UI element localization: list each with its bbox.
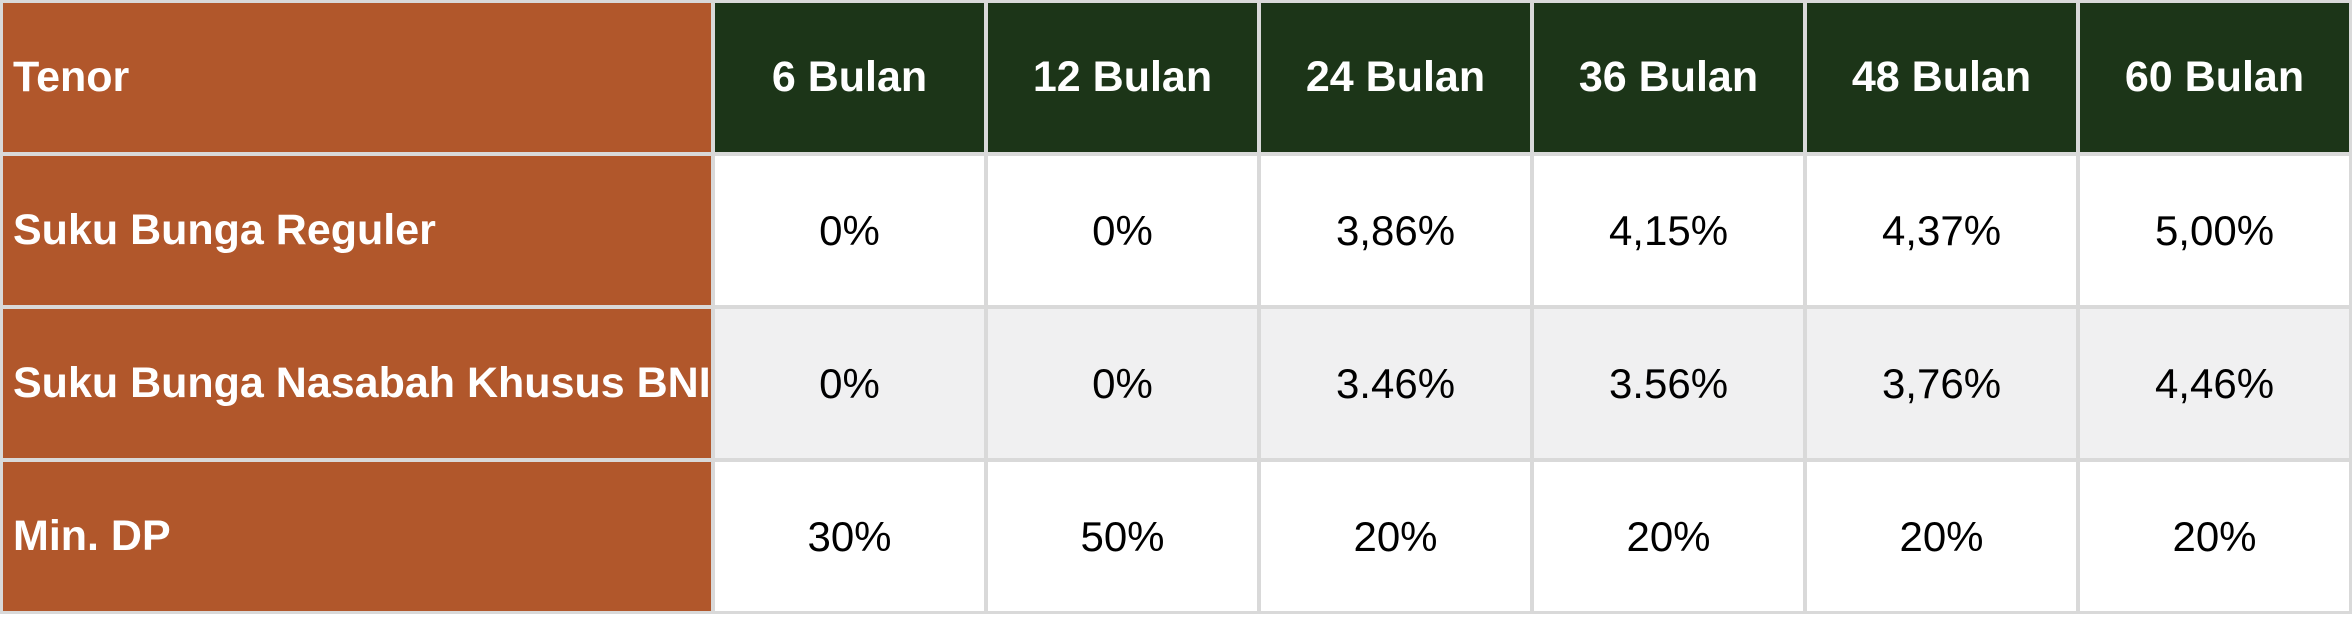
value-reguler-12-bulan: 0% (988, 156, 1257, 305)
value-khusus-60-bulan: 4,46% (2080, 309, 2349, 458)
column-header-6-bulan: 6 Bulan (715, 3, 984, 152)
value-reguler-24-bulan: 3,86% (1261, 156, 1530, 305)
value-reguler-36-bulan: 4,15% (1534, 156, 1803, 305)
column-header-36-bulan: 36 Bulan (1534, 3, 1803, 152)
corner-header-tenor: Tenor (3, 3, 711, 152)
value-reguler-6-bulan: 0% (715, 156, 984, 305)
value-khusus-6-bulan: 0% (715, 309, 984, 458)
value-khusus-24-bulan: 3.46% (1261, 309, 1530, 458)
value-khusus-36-bulan: 3.56% (1534, 309, 1803, 458)
value-min-dp-12-bulan: 50% (988, 462, 1257, 611)
value-min-dp-24-bulan: 20% (1261, 462, 1530, 611)
value-min-dp-60-bulan: 20% (2080, 462, 2349, 611)
value-khusus-48-bulan: 3,76% (1807, 309, 2076, 458)
column-header-48-bulan: 48 Bulan (1807, 3, 2076, 152)
value-khusus-12-bulan: 0% (988, 309, 1257, 458)
row-label-min-dp: Min. DP (3, 462, 711, 611)
column-header-12-bulan: 12 Bulan (988, 3, 1257, 152)
row-label-suku-bunga-reguler: Suku Bunga Reguler (3, 156, 711, 305)
column-header-24-bulan: 24 Bulan (1261, 3, 1530, 152)
row-label-suku-bunga-nasabah-khusus-bni: Suku Bunga Nasabah Khusus BNI (3, 309, 711, 458)
value-reguler-48-bulan: 4,37% (1807, 156, 2076, 305)
column-header-60-bulan: 60 Bulan (2080, 3, 2349, 152)
value-reguler-60-bulan: 5,00% (2080, 156, 2349, 305)
value-min-dp-36-bulan: 20% (1534, 462, 1803, 611)
value-min-dp-6-bulan: 30% (715, 462, 984, 611)
value-min-dp-48-bulan: 20% (1807, 462, 2076, 611)
